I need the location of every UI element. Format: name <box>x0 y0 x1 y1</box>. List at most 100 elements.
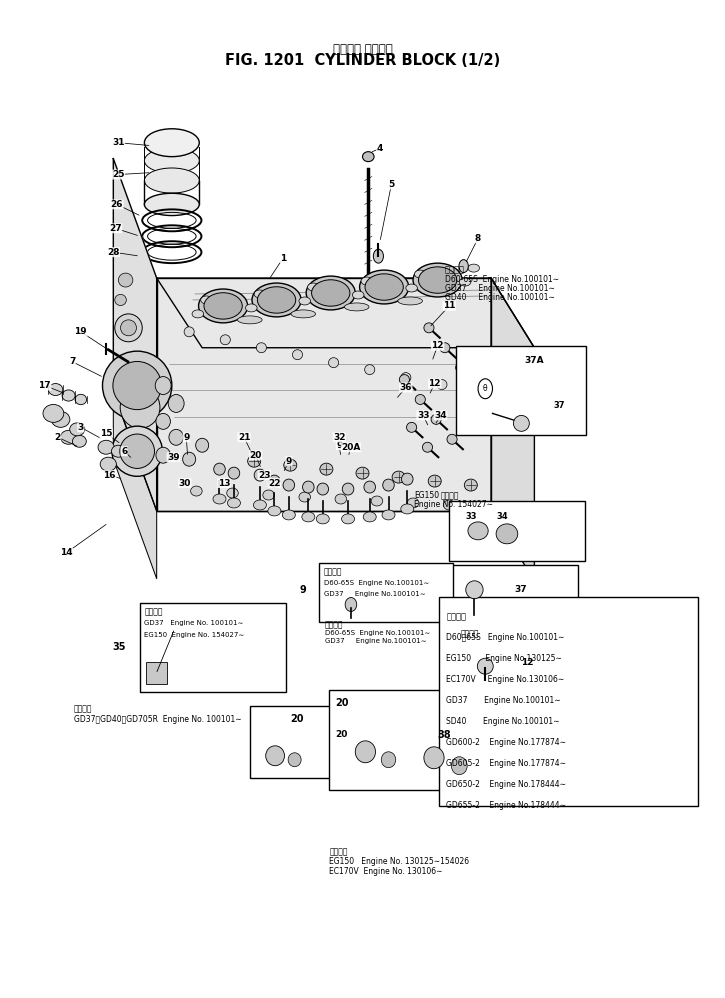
Ellipse shape <box>456 362 465 372</box>
Ellipse shape <box>356 467 369 479</box>
Ellipse shape <box>306 276 355 310</box>
Text: 30: 30 <box>178 479 191 488</box>
Ellipse shape <box>345 598 357 612</box>
FancyBboxPatch shape <box>457 625 565 686</box>
Ellipse shape <box>120 386 160 428</box>
Ellipse shape <box>341 514 355 524</box>
Ellipse shape <box>254 290 266 298</box>
FancyBboxPatch shape <box>250 706 344 777</box>
Ellipse shape <box>257 342 267 352</box>
Ellipse shape <box>204 292 242 319</box>
Ellipse shape <box>312 279 350 306</box>
Ellipse shape <box>365 273 403 300</box>
Text: GD37   Engine No. 100101∼: GD37 Engine No. 100101∼ <box>144 621 244 627</box>
Ellipse shape <box>155 376 171 394</box>
Ellipse shape <box>342 483 354 495</box>
Polygon shape <box>113 159 157 511</box>
Ellipse shape <box>100 457 117 471</box>
Ellipse shape <box>373 250 384 263</box>
Ellipse shape <box>115 434 125 444</box>
Ellipse shape <box>263 490 274 500</box>
FancyBboxPatch shape <box>319 563 453 623</box>
Ellipse shape <box>465 581 483 599</box>
Text: 36: 36 <box>399 383 412 392</box>
Text: 6: 6 <box>121 447 128 456</box>
Text: 34: 34 <box>497 512 508 521</box>
Ellipse shape <box>415 394 426 404</box>
Ellipse shape <box>144 148 199 174</box>
Text: 28: 28 <box>107 248 120 256</box>
Text: 9: 9 <box>286 457 292 466</box>
Ellipse shape <box>399 374 410 384</box>
Text: 12: 12 <box>428 379 441 388</box>
Ellipse shape <box>459 259 468 272</box>
Ellipse shape <box>299 492 310 502</box>
Polygon shape <box>491 278 534 581</box>
Ellipse shape <box>459 278 471 286</box>
Ellipse shape <box>361 277 373 285</box>
Ellipse shape <box>283 459 297 471</box>
Ellipse shape <box>328 357 339 367</box>
Ellipse shape <box>118 273 133 287</box>
Text: D60〆65S   Engine No.100101∼: D60〆65S Engine No.100101∼ <box>447 634 565 643</box>
Text: 23: 23 <box>258 471 270 480</box>
Text: θ: θ <box>483 384 488 393</box>
Ellipse shape <box>156 447 170 463</box>
Ellipse shape <box>407 422 417 432</box>
Text: 15: 15 <box>100 429 112 438</box>
Text: 7: 7 <box>69 357 75 366</box>
Ellipse shape <box>213 494 226 504</box>
Polygon shape <box>157 278 491 511</box>
Ellipse shape <box>392 471 405 483</box>
Ellipse shape <box>383 479 394 491</box>
Ellipse shape <box>140 434 152 445</box>
Ellipse shape <box>428 475 442 487</box>
Text: 25: 25 <box>112 170 125 179</box>
Text: 8: 8 <box>475 234 481 243</box>
Text: 20: 20 <box>249 451 262 460</box>
Text: 適用号等: 適用号等 <box>441 491 459 500</box>
Text: シリンダ ブロック: シリンダ ブロック <box>333 43 392 56</box>
Ellipse shape <box>381 751 396 767</box>
Ellipse shape <box>144 129 199 157</box>
Ellipse shape <box>452 756 467 774</box>
Text: 17: 17 <box>38 381 51 390</box>
Ellipse shape <box>266 746 284 765</box>
Ellipse shape <box>228 498 241 508</box>
Ellipse shape <box>299 297 310 305</box>
Ellipse shape <box>199 289 248 322</box>
Ellipse shape <box>382 510 395 520</box>
Ellipse shape <box>254 500 267 510</box>
Ellipse shape <box>402 473 413 485</box>
Ellipse shape <box>415 270 426 278</box>
Ellipse shape <box>120 434 154 468</box>
Text: 9: 9 <box>183 433 189 442</box>
Ellipse shape <box>70 423 85 436</box>
Ellipse shape <box>49 383 63 395</box>
Text: D60-65S  Engine No.100101∼: D60-65S Engine No.100101∼ <box>325 631 430 637</box>
Ellipse shape <box>62 390 75 401</box>
Ellipse shape <box>413 263 462 297</box>
Ellipse shape <box>291 310 315 318</box>
Text: 2: 2 <box>54 433 61 442</box>
Text: D60-65S  Engine No.100101∼: D60-65S Engine No.100101∼ <box>445 275 559 284</box>
Text: 適用号等: 適用号等 <box>447 613 466 622</box>
Text: 32: 32 <box>334 433 346 442</box>
Ellipse shape <box>302 512 315 522</box>
Text: 適用号等: 適用号等 <box>445 265 465 274</box>
Text: 適用号等: 適用号等 <box>323 568 342 577</box>
Text: 4: 4 <box>377 144 383 153</box>
Text: 19: 19 <box>75 327 87 336</box>
Text: EG150   Engine No. 130125∼154026: EG150 Engine No. 130125∼154026 <box>329 857 469 866</box>
Ellipse shape <box>227 488 239 498</box>
Ellipse shape <box>406 284 418 292</box>
Text: 34: 34 <box>434 411 447 420</box>
Text: GD40     Engine No.100101∼: GD40 Engine No.100101∼ <box>445 293 555 302</box>
Text: GD655-2    Engine No.178444∼: GD655-2 Engine No.178444∼ <box>447 800 566 809</box>
Text: 14: 14 <box>60 548 72 557</box>
Ellipse shape <box>43 404 64 422</box>
Ellipse shape <box>196 438 209 452</box>
Text: 20: 20 <box>290 714 304 724</box>
Ellipse shape <box>144 194 199 216</box>
Ellipse shape <box>431 414 442 424</box>
